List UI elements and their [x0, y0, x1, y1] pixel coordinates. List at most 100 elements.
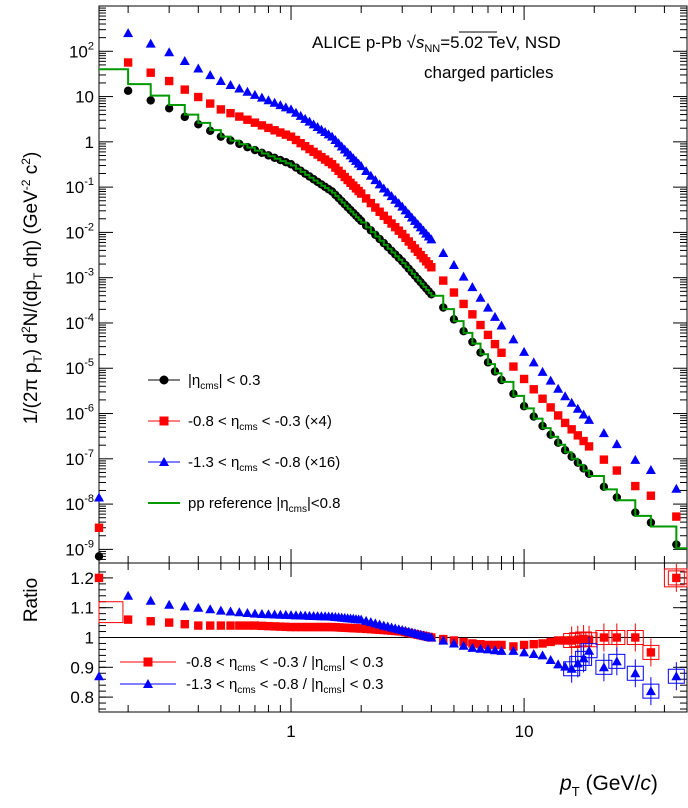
data-point-square [519, 374, 529, 384]
sqrt-sub: NN [424, 43, 440, 55]
data-point-square [206, 99, 215, 108]
ratio-point-triangle [263, 609, 274, 619]
legend-label: -0.8 < ηcms < -0.3 (×4) [188, 413, 332, 433]
ratio-point-triangle [467, 642, 478, 652]
ratio-point-triangle [458, 640, 469, 650]
ratio-point-square [672, 573, 681, 583]
legend-label: -1.3 < ηcms < -0.8 / |ηcms| < 0.3 [186, 676, 384, 696]
data-point-square [276, 128, 285, 137]
data-point-triangle [528, 357, 539, 367]
data-point-square [509, 362, 518, 371]
ratio-point-triangle [249, 608, 260, 618]
ratio-point-square [612, 633, 622, 642]
ratio-point-square [146, 617, 155, 626]
data-point-square [286, 132, 296, 141]
ratio-point-square [235, 621, 244, 630]
y-tick-label: 10-3 [65, 267, 94, 288]
y-tick-base: 10 [75, 88, 94, 107]
data-point-square [427, 263, 436, 272]
y-tick-exponent: -8 [84, 493, 94, 505]
y-tick-label: 1.2 [70, 569, 94, 588]
data-point-square [356, 189, 366, 198]
data-point-square [584, 442, 594, 451]
data-point-circle [164, 104, 174, 113]
y-tick-exponent: -3 [84, 267, 94, 279]
y-tick-label: 1 [85, 629, 94, 648]
data-point-triangle [215, 76, 226, 86]
ratio-point-triangle [560, 661, 571, 671]
data-point-triangle [537, 366, 548, 376]
data-point-square [646, 491, 656, 500]
ratio-point-square [490, 640, 500, 650]
data-point-square [573, 431, 583, 440]
ratio-point-square [356, 624, 366, 633]
ratio-point-square [194, 621, 203, 630]
systematic-box [663, 568, 688, 588]
ratio-point-square [300, 622, 310, 632]
data-point-square [631, 481, 640, 491]
data-point-square [291, 135, 301, 145]
y-tick-label: 10-2 [65, 221, 94, 242]
ratio-point-square [553, 636, 563, 645]
ratio-point-square [361, 624, 371, 634]
y-tick-exponent: -6 [84, 403, 94, 415]
ratio-point-square [206, 621, 215, 630]
ratio-point-square [546, 637, 555, 647]
ratio-point-square [646, 648, 656, 657]
ratio-point-triangle [145, 595, 156, 605]
data-point-square [567, 425, 576, 434]
ratio-point-triangle [225, 606, 236, 616]
ratio-point-triangle [438, 635, 449, 645]
data-point-square [250, 118, 260, 127]
data-point-triangle [489, 311, 500, 321]
data-point-square [146, 68, 155, 77]
ratio-point-square [296, 622, 305, 632]
ratio-point-square [519, 640, 529, 650]
y-tick-label: 10-1 [65, 176, 94, 197]
data-point-triangle [280, 102, 291, 112]
legend-entry-green: pp reference |ηcms|<0.8 [148, 495, 341, 515]
experiment-annotation: ALICE p-Pb √sNN=5.02 TeV, NSD charged pa… [312, 31, 561, 82]
y-tick-base: 10 [65, 495, 84, 514]
ratio-point-square [123, 615, 133, 624]
legend-square-marker [159, 416, 169, 426]
ratio-point-triangle [645, 686, 656, 696]
data-point-triangle [458, 271, 469, 281]
y-tick-label: 10-9 [65, 538, 94, 559]
y-tick-label: 0.8 [70, 688, 94, 707]
data-point-square [672, 512, 681, 521]
data-point-triangle [225, 79, 236, 89]
ratio-point-triangle [528, 648, 539, 658]
ratio-point-triangle [545, 655, 556, 665]
ratio-point-triangle [256, 608, 267, 618]
data-point-square [459, 299, 468, 309]
ratio-point-square [257, 621, 267, 631]
data-point-triangle [374, 179, 385, 189]
ratio-point-square [599, 633, 609, 642]
data-point-circle [94, 552, 104, 561]
data-point-triangle [249, 89, 260, 99]
legend-label: pp reference |ηcms|<0.8 [188, 495, 341, 515]
y-tick-base: 10 [69, 42, 88, 61]
data-point-triangle [671, 483, 682, 493]
legend-square-marker [143, 657, 153, 667]
data-point-triangle [370, 175, 381, 185]
data-point-triangle [448, 260, 459, 270]
data-point-triangle [598, 428, 609, 438]
ratio-point-square [529, 639, 538, 649]
sqrt-symbol: √ [407, 33, 417, 52]
data-point-square [490, 339, 500, 349]
ratio-point-triangle [537, 650, 548, 660]
ratio-point-square [164, 618, 174, 627]
data-point-triangle [356, 161, 367, 171]
data-point-square [361, 194, 371, 203]
ratio-point-square [573, 635, 583, 644]
data-point-square [281, 130, 291, 139]
ratio-point-triangle [426, 632, 437, 642]
ratio-point-triangle [496, 645, 507, 655]
ratio-point-triangle [234, 607, 245, 617]
data-point-square [94, 523, 104, 532]
ratio-point-square [281, 622, 291, 632]
ratio-point-square [579, 634, 588, 644]
